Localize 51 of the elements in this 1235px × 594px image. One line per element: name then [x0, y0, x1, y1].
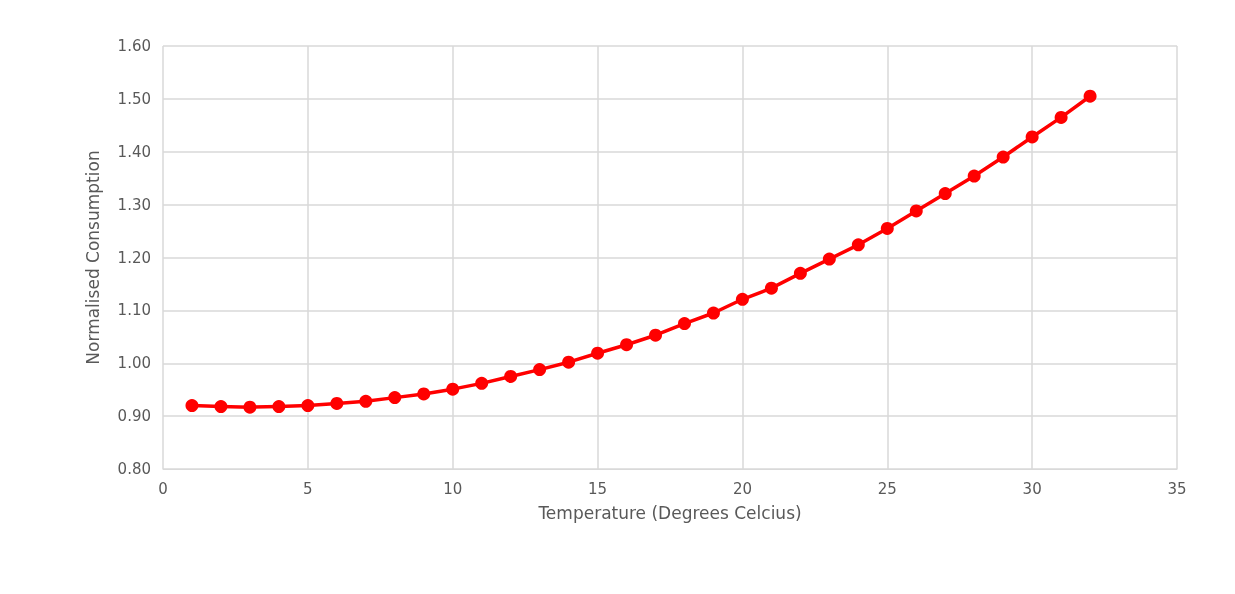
- point: [185, 399, 199, 413]
- y-tick-label: 1.10: [117, 301, 151, 320]
- x-axis-title: Temperature (Degrees Celcius): [537, 502, 802, 523]
- point: [996, 150, 1010, 164]
- y-axis-title: Normalised Consumption: [82, 150, 103, 365]
- point: [446, 382, 460, 396]
- point: [301, 399, 315, 413]
- point: [678, 317, 691, 331]
- y-tick-label: 1.40: [117, 142, 151, 161]
- point: [475, 376, 489, 390]
- point: [388, 391, 402, 405]
- point: [359, 394, 373, 408]
- y-tick-label: 1.00: [117, 354, 151, 373]
- point: [533, 363, 547, 377]
- point: [417, 387, 431, 401]
- point: [214, 400, 228, 414]
- x-tick-label: 20: [732, 479, 752, 498]
- x-tick-label: 0: [158, 479, 168, 498]
- point: [504, 369, 518, 383]
- point: [649, 328, 663, 342]
- x-tick-label: 15: [588, 479, 608, 498]
- point: [735, 292, 749, 306]
- x-tick-label: 30: [1022, 479, 1042, 498]
- point: [591, 346, 605, 360]
- point: [909, 204, 923, 218]
- point: [880, 221, 894, 235]
- point: [764, 281, 778, 295]
- y-tick-label: 1.30: [117, 195, 151, 214]
- point: [330, 396, 344, 410]
- x-tick-label: 35: [1167, 479, 1187, 498]
- point: [851, 238, 865, 252]
- point: [967, 169, 981, 183]
- point: [1025, 130, 1039, 144]
- point: [938, 187, 952, 201]
- point: [793, 266, 807, 280]
- point: [822, 252, 836, 266]
- x-tick-label: 25: [877, 479, 897, 498]
- y-tick-label: 1.50: [117, 89, 151, 108]
- point: [620, 338, 634, 352]
- x-tick-label: 10: [443, 479, 463, 498]
- y-tick-label: 0.80: [117, 460, 151, 478]
- point: [706, 306, 720, 320]
- point: [1054, 110, 1068, 124]
- x-tick-label: 5: [303, 479, 313, 498]
- point: [243, 400, 257, 414]
- point: [562, 355, 576, 369]
- point: [1083, 89, 1097, 103]
- y-tick-label: 1.60: [117, 37, 151, 55]
- y-tick-label: 0.90: [117, 407, 151, 426]
- y-tick-label: 1.20: [117, 248, 151, 267]
- point: [272, 400, 286, 414]
